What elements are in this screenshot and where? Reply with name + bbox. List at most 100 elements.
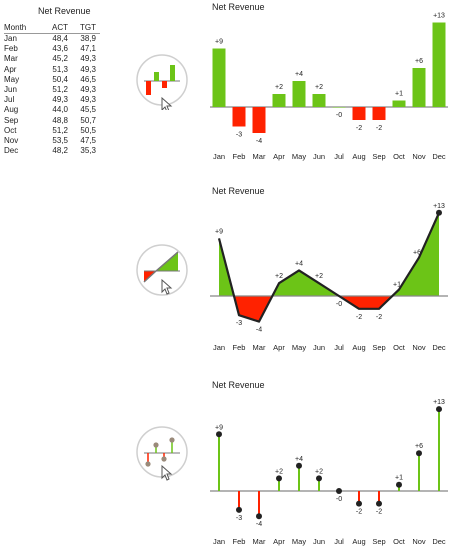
category-label: Apr bbox=[273, 537, 285, 546]
data-label: +2 bbox=[315, 84, 323, 91]
table-row: Mar 45,2 49,3 bbox=[4, 54, 100, 64]
cell-month: Dec bbox=[4, 146, 19, 156]
data-label: -4 bbox=[256, 521, 262, 528]
pin-chart: Net Revenue +9 Jan -3 Feb -4 Mar +2 Apr +4 May +2 Ju… bbox=[210, 380, 448, 546]
category-label: Mar bbox=[253, 343, 266, 352]
cell-act: 51,3 bbox=[52, 64, 68, 74]
data-label: +13 bbox=[433, 13, 445, 20]
pin-head bbox=[236, 506, 242, 513]
category-label: Aug bbox=[352, 343, 365, 352]
cell-month: Sep bbox=[4, 115, 19, 125]
category-label: Dec bbox=[432, 343, 446, 352]
cell-tgt: 50,7 bbox=[80, 115, 96, 125]
cell-tgt: 46,5 bbox=[80, 74, 96, 84]
bar bbox=[312, 94, 326, 107]
data-label: +2 bbox=[315, 273, 323, 280]
category-label: Jan bbox=[213, 343, 225, 352]
cell-act: 48,2 bbox=[52, 146, 68, 156]
category-label: Jan bbox=[213, 152, 225, 161]
table-row: Jun 51,2 49,3 bbox=[4, 85, 100, 95]
cell-act: 44,0 bbox=[52, 105, 68, 115]
table-row: Feb 43,6 47,1 bbox=[4, 44, 100, 54]
data-label: +2 bbox=[275, 84, 283, 91]
table-title: Net Revenue bbox=[38, 6, 91, 16]
data-label: -2 bbox=[376, 509, 382, 516]
category-label: Mar bbox=[253, 152, 266, 161]
data-label: -2 bbox=[376, 314, 382, 321]
category-label: Dec bbox=[432, 537, 446, 546]
category-label: May bbox=[292, 537, 306, 546]
category-label: Dec bbox=[432, 152, 446, 161]
cell-month: Mar bbox=[4, 54, 18, 64]
category-label: Jul bbox=[334, 152, 344, 161]
data-label: +9 bbox=[215, 228, 223, 235]
data-label: +4 bbox=[295, 71, 303, 78]
area-chart-variance-icon[interactable] bbox=[134, 242, 192, 300]
table-row: Dec 48,2 35,3 bbox=[4, 146, 100, 156]
cell-tgt: 45,5 bbox=[80, 105, 96, 115]
bar bbox=[232, 107, 246, 127]
cell-tgt: 38,9 bbox=[80, 34, 96, 43]
bar-chart-variance-icon[interactable] bbox=[134, 52, 192, 113]
table-row: Oct 51,2 50,5 bbox=[4, 126, 100, 136]
cell-tgt: 49,3 bbox=[80, 64, 96, 74]
header-month: Month bbox=[4, 23, 27, 32]
header-act: ACT bbox=[52, 23, 68, 32]
category-label: Jan bbox=[213, 537, 225, 546]
table-row: Nov 53,5 47,5 bbox=[4, 136, 100, 146]
bar bbox=[292, 81, 306, 107]
cell-month: Oct bbox=[4, 125, 17, 135]
category-label: Sep bbox=[372, 343, 385, 352]
data-label: +13 bbox=[433, 203, 445, 210]
category-label: Feb bbox=[233, 152, 246, 161]
cell-month: Jul bbox=[4, 95, 15, 105]
category-label: Nov bbox=[412, 152, 426, 161]
cell-act: 45,2 bbox=[52, 54, 68, 64]
data-label: +9 bbox=[215, 424, 223, 431]
bar bbox=[272, 94, 286, 107]
bar-chart-container: Net Revenue +9 Jan -3 Feb -4 Mar +2 Apr +4 May +2 Ju… bbox=[208, 0, 450, 171]
category-label: May bbox=[292, 152, 306, 161]
data-label: -4 bbox=[256, 327, 262, 334]
data-label: -0 bbox=[336, 496, 342, 503]
cell-tgt: 49,3 bbox=[80, 54, 96, 64]
cell-act: 49,3 bbox=[52, 95, 68, 105]
bar bbox=[412, 68, 426, 107]
pin-head bbox=[316, 475, 322, 482]
data-label: +4 bbox=[295, 260, 303, 267]
pin-head bbox=[276, 475, 282, 482]
pin-head bbox=[396, 481, 402, 488]
category-label: Oct bbox=[393, 152, 406, 161]
category-label: Aug bbox=[352, 537, 365, 546]
data-label: +2 bbox=[275, 468, 283, 475]
data-label: -0 bbox=[336, 112, 342, 119]
category-label: Feb bbox=[233, 343, 246, 352]
cell-tgt: 35,3 bbox=[80, 146, 96, 156]
header-tgt: TGT bbox=[80, 23, 96, 32]
chart-title: Net Revenue bbox=[212, 380, 265, 390]
data-label: -4 bbox=[256, 138, 262, 145]
negative-area bbox=[219, 296, 439, 322]
positive-area bbox=[219, 212, 439, 296]
cell-tgt: 47,5 bbox=[80, 135, 96, 145]
data-label: -3 bbox=[236, 320, 242, 327]
category-label: Jun bbox=[313, 152, 325, 161]
data-label: +1 bbox=[393, 282, 401, 289]
category-label: Nov bbox=[412, 537, 426, 546]
cell-month: Nov bbox=[4, 135, 19, 145]
data-label: +1 bbox=[395, 475, 403, 482]
data-label: +2 bbox=[275, 273, 283, 280]
data-label: -3 bbox=[236, 515, 242, 522]
area-chart-container: Net Revenue +9 Jan -3 Feb -4 Mar +2 Apr +4 May +2 Ju… bbox=[208, 184, 450, 361]
data-label: +4 bbox=[295, 456, 303, 463]
category-label: Jun bbox=[313, 537, 325, 546]
pin-chart-variance-icon[interactable] bbox=[134, 424, 192, 482]
cell-month: Feb bbox=[4, 44, 18, 54]
data-label: -0 bbox=[336, 301, 342, 308]
category-label: Mar bbox=[253, 537, 266, 546]
data-label: -2 bbox=[356, 314, 362, 321]
pin-head bbox=[356, 500, 362, 507]
data-label: -2 bbox=[356, 509, 362, 516]
table-row: Aug 44,0 45,5 bbox=[4, 105, 100, 115]
cell-act: 51,2 bbox=[52, 125, 68, 135]
